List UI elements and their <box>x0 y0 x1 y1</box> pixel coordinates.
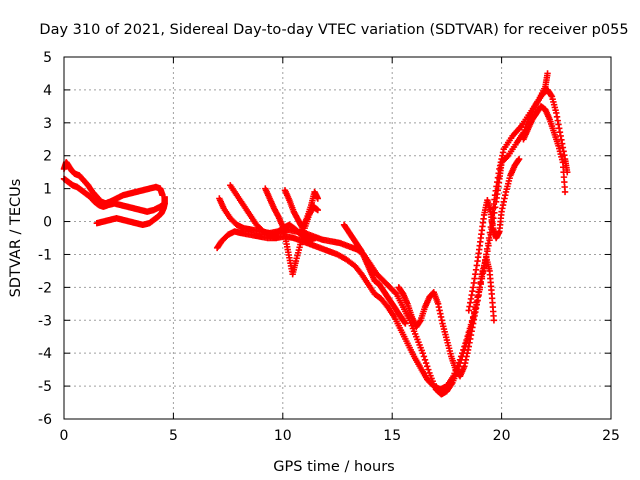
y-tick-label: -4 <box>38 346 52 362</box>
axis-ticks: 0 5 10 15 20 25 -6 -5 -4 -3 -2 -1 0 1 2 3 4 5 <box>38 50 620 444</box>
data-point <box>421 356 429 363</box>
series-track-j <box>395 254 498 380</box>
data-point <box>424 363 431 370</box>
data-point <box>425 366 432 373</box>
y-tick-label: -3 <box>38 313 52 329</box>
data-point <box>392 289 399 297</box>
series-track-f <box>227 182 319 243</box>
y-tick-label: -6 <box>38 412 52 428</box>
y-tick-label: 1 <box>43 182 52 198</box>
data-point <box>456 356 464 363</box>
data-point <box>402 320 409 327</box>
x-tick-label: 5 <box>169 428 178 444</box>
series-track-a <box>60 159 166 207</box>
y-tick-label: 0 <box>43 215 52 231</box>
series-track-l <box>520 103 569 196</box>
data-point <box>490 317 498 324</box>
x-tick-label: 0 <box>60 428 69 444</box>
data-point <box>312 234 319 242</box>
data-point <box>419 349 427 357</box>
y-tick-label: 2 <box>43 149 52 165</box>
data-point <box>484 240 492 247</box>
data-point <box>503 153 511 161</box>
data-point <box>314 195 322 202</box>
data-point <box>420 353 428 360</box>
plot-frame <box>63 56 612 420</box>
data-point <box>561 188 569 196</box>
data-point <box>314 206 322 214</box>
series-layer <box>60 70 571 398</box>
y-tick-label: 5 <box>43 50 52 66</box>
data-point <box>483 245 491 253</box>
series-track-h <box>281 187 322 232</box>
y-axis-label: SDTVAR / TECUs <box>8 179 24 298</box>
y-tick-label: 3 <box>43 116 52 132</box>
x-axis-label: GPS time / hours <box>273 459 394 475</box>
grid <box>64 57 611 419</box>
chart-title: Day 310 of 2021, Sidereal Day-to-day VTE… <box>39 22 628 38</box>
y-tick-label: 4 <box>43 83 52 99</box>
x-tick-label: 25 <box>602 428 620 444</box>
data-point <box>544 70 551 77</box>
x-tick-label: 10 <box>274 428 292 444</box>
data-point <box>422 359 430 367</box>
series-track-b <box>60 175 168 215</box>
data-point <box>457 353 465 360</box>
series-track-k <box>465 155 523 314</box>
data-point <box>485 234 493 242</box>
y-tick-label: -5 <box>38 379 52 395</box>
y-tick-label: -1 <box>38 247 52 263</box>
data-point <box>515 155 523 163</box>
x-tick-label: 15 <box>383 428 401 444</box>
series-track-c <box>93 193 168 229</box>
y-tick-label: -2 <box>38 280 52 296</box>
x-tick-label: 20 <box>493 428 511 444</box>
data-point <box>161 193 168 201</box>
series-track-i <box>340 221 409 327</box>
